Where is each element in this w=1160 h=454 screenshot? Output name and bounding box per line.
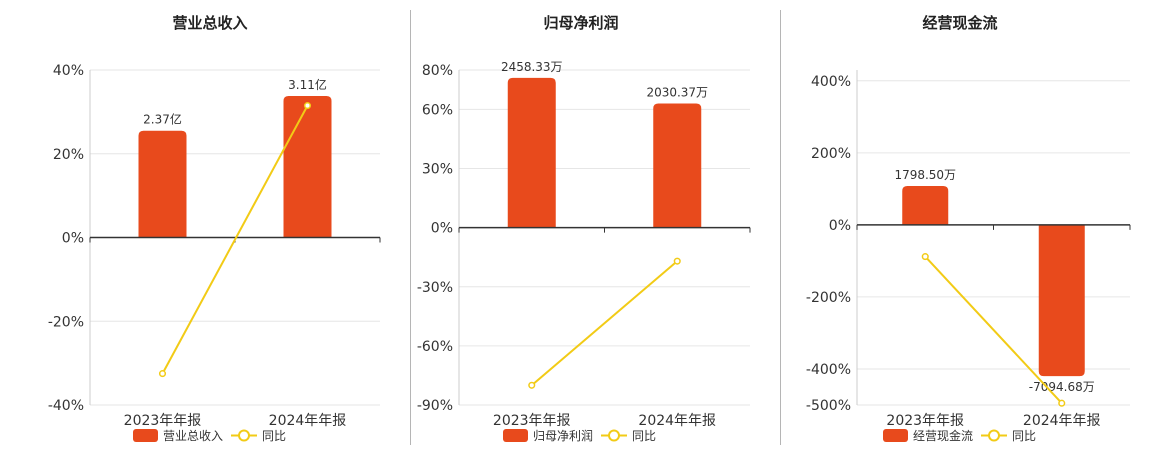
- y-tick-label: -20%: [48, 314, 84, 330]
- legend-bar-label: 经营现金流: [913, 428, 973, 443]
- legend-line-label: 同比: [1012, 429, 1036, 443]
- yoy-point: [921, 253, 929, 261]
- y-tick-label: 30%: [422, 162, 453, 178]
- chart-panel-net-profit: 归母净利润 80% 60% 30% 0% -30% -60% -90% 2458.33万 2030…: [411, 0, 781, 450]
- y-tick-label: 80%: [422, 63, 453, 79]
- legend-line-marker: [988, 429, 1000, 442]
- x-tick-label: 2024年年报: [638, 413, 716, 429]
- yoy-point: [1058, 399, 1066, 407]
- x-tick-label: 2023年年报: [493, 413, 571, 429]
- bar: [138, 130, 187, 238]
- panel-divider: [410, 10, 411, 445]
- x-tick-label: 2023年年报: [886, 413, 964, 429]
- bar-data-label: -7094.68万: [1029, 380, 1095, 394]
- y-tick-label: -40%: [48, 398, 84, 414]
- bar-data-label: 2458.33万: [501, 60, 563, 74]
- y-tick-label: 0%: [62, 231, 84, 247]
- y-tick-label: -60%: [417, 339, 453, 355]
- y-tick-label: 0%: [829, 218, 851, 234]
- bar: [1038, 224, 1085, 377]
- y-tick-label: -30%: [417, 280, 453, 296]
- bar-data-label: 3.11亿: [288, 77, 327, 92]
- x-tick-label: 2023年年报: [124, 413, 202, 429]
- y-tick-label: 200%: [811, 146, 851, 162]
- yoy-line: [924, 255, 1063, 404]
- y-tick-label: 400%: [811, 74, 851, 90]
- panel-divider: [780, 10, 781, 445]
- legend-bar-label: 归母净利润: [533, 429, 593, 443]
- yoy-point: [673, 257, 681, 265]
- yoy-point: [303, 102, 312, 110]
- legend-bar-swatch: [133, 429, 158, 442]
- net-profit-chart: 归母净利润 80% 60% 30% 0% -30% -60% -90% 2458.33万 2030…: [417, 14, 751, 443]
- y-tick-label: -200%: [806, 290, 851, 306]
- chart-title: 经营现金流: [922, 14, 997, 32]
- y-tick-label: 0%: [431, 221, 453, 237]
- legend-line-label: 同比: [262, 429, 286, 443]
- x-tick-label: 2024年年报: [269, 413, 347, 429]
- chart-title: 归母净利润: [543, 14, 618, 32]
- x-tick-label: 2024年年报: [1023, 413, 1101, 429]
- y-tick-label: 60%: [422, 102, 453, 118]
- bar-data-label: 2.37亿: [143, 112, 182, 127]
- yoy-line: [161, 105, 309, 375]
- legend-bar-swatch: [883, 429, 908, 442]
- y-tick-label: -90%: [417, 398, 453, 414]
- bar-data-label: 2030.37万: [646, 86, 708, 100]
- bar: [507, 77, 556, 228]
- legend-bar-label: 营业总收入: [163, 429, 223, 443]
- y-tick-label: -500%: [806, 398, 851, 414]
- legend-bar-swatch: [503, 429, 528, 442]
- y-tick-label: 40%: [53, 63, 84, 79]
- legend-line-marker: [608, 429, 620, 442]
- yoy-point: [158, 370, 167, 378]
- chart-title: 营业总收入: [172, 14, 247, 32]
- bar: [283, 95, 332, 238]
- legend-line-marker: [238, 429, 250, 442]
- bar: [902, 185, 949, 225]
- bar-data-label: 1798.50万: [894, 168, 956, 182]
- yoy-line: [531, 260, 678, 387]
- legend-line-label: 同比: [632, 429, 656, 443]
- y-tick-label: -400%: [806, 362, 851, 378]
- y-tick-label: 20%: [53, 147, 84, 163]
- cash-flow-chart: 经营现金流 400% 200% 0% -200% -400% -500% 1798.50万 -7…: [806, 14, 1131, 443]
- chart-panel-revenue: 营业总收入 40% 20% 0% -20% -40% 2.37亿 3.11亿 2023年年报 20…: [0, 0, 410, 450]
- chart-panel-cash-flow: 经营现金流 400% 200% 0% -200% -400% -500% 1798.50万 -7…: [781, 0, 1160, 450]
- yoy-point: [528, 381, 536, 389]
- revenue-chart: 营业总收入 40% 20% 0% -20% -40% 2.37亿 3.11亿 2023年年报 20…: [48, 14, 381, 443]
- bar: [653, 103, 702, 228]
